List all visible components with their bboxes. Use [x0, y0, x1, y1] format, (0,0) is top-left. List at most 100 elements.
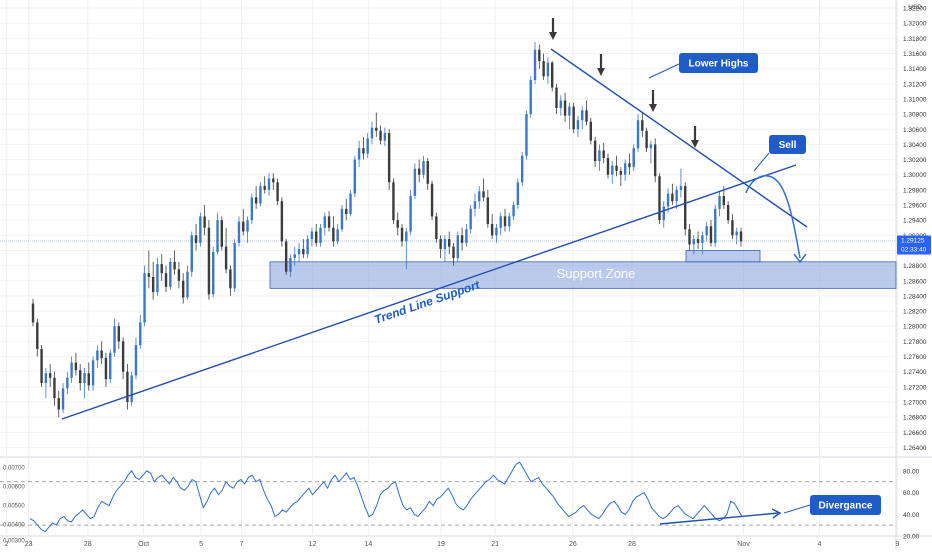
- candle-body: [529, 80, 532, 115]
- down-arrow-head: [649, 104, 657, 112]
- osc-right-tick: 40.00: [903, 512, 920, 519]
- candle-body: [379, 130, 382, 141]
- candle-body: [456, 235, 459, 259]
- y-tick-label: 1.30600: [903, 127, 927, 134]
- candle-body: [173, 261, 176, 270]
- candle-body: [53, 377, 56, 399]
- candle-body: [310, 231, 314, 240]
- osc-left-tick: 0.00700: [3, 466, 25, 472]
- candle-body: [61, 388, 65, 410]
- candle-body: [606, 158, 610, 175]
- candle-body: [212, 251, 215, 295]
- candle-body: [302, 248, 305, 255]
- candle-body: [589, 121, 593, 141]
- candle-body: [581, 110, 584, 121]
- candle-body: [323, 216, 326, 228]
- osc-left-tick: 0.00400: [3, 523, 25, 529]
- candle-body: [44, 373, 48, 384]
- candle-body: [237, 221, 241, 243]
- candle-body: [692, 239, 695, 245]
- divergence-box: [810, 495, 881, 515]
- y-tick-label: 1.28800: [903, 263, 927, 270]
- candle-body: [139, 322, 142, 346]
- candle-body: [405, 231, 408, 242]
- y-tick-label: 1.29400: [903, 218, 927, 225]
- candle-body: [164, 273, 168, 287]
- candle-body: [512, 205, 515, 217]
- candle-body: [74, 362, 78, 371]
- candle-body: [375, 127, 378, 131]
- candle-body: [439, 239, 442, 249]
- candle-body: [533, 49, 537, 81]
- osc-series-line: [29, 461, 743, 533]
- candle-body: [169, 261, 172, 287]
- candle-body: [216, 220, 219, 252]
- candle-body: [422, 161, 425, 175]
- candle-body: [113, 326, 116, 353]
- candle-body: [272, 178, 275, 183]
- candle-body: [696, 239, 700, 243]
- candle-body: [636, 120, 640, 149]
- down-arrow-head: [597, 68, 605, 76]
- candle-body: [370, 127, 374, 139]
- y-tick-label: 1.28600: [903, 278, 927, 285]
- candle-body: [229, 269, 232, 289]
- candle-body: [100, 350, 103, 359]
- y-tick-label: 1.28400: [903, 293, 927, 300]
- candle-body: [546, 62, 550, 77]
- candle-body: [156, 264, 159, 293]
- y-tick-label: 1.26400: [903, 445, 927, 452]
- candle-body: [688, 229, 691, 245]
- candle-body: [649, 144, 653, 149]
- candle-body: [353, 159, 357, 194]
- x-tick-label: 7: [240, 541, 244, 548]
- candle-body: [151, 276, 155, 293]
- candle-body: [267, 178, 271, 190]
- candle-body: [400, 227, 404, 242]
- candle-body: [503, 216, 507, 227]
- y-tick-label: 1.30200: [903, 157, 927, 164]
- candle-body: [126, 371, 129, 402]
- candle-body: [147, 273, 151, 277]
- y-tick-label: 1.31400: [903, 66, 927, 73]
- zones-layer: [269, 250, 897, 289]
- y-tick-label: 1.27400: [903, 369, 927, 376]
- candle-body: [392, 182, 395, 221]
- candle-body: [36, 322, 39, 349]
- down-arrow-head: [549, 32, 557, 40]
- candle-body: [576, 120, 580, 130]
- x-tick-label: 2: [5, 541, 9, 548]
- candle-body: [194, 235, 198, 243]
- y-tick-label: 1.26600: [903, 430, 927, 437]
- x-tick-label: 28: [84, 541, 92, 548]
- candle-body: [619, 170, 623, 175]
- candle-body: [160, 264, 163, 274]
- candle-body: [705, 226, 708, 236]
- divergence-line: [659, 512, 779, 525]
- x-tick-label: Oct: [138, 541, 149, 548]
- candle-body: [615, 165, 618, 171]
- candle-body: [417, 168, 421, 175]
- candle-body: [349, 193, 352, 215]
- divergence-pointer: [783, 504, 811, 514]
- current-zone: [685, 250, 761, 263]
- candle-body: [181, 280, 185, 298]
- y-tick-label: 1.30000: [903, 172, 927, 179]
- y-tick-label: 1.29800: [903, 187, 927, 194]
- candle-body: [430, 183, 434, 217]
- divergence-arrow: [771, 508, 782, 519]
- candle-body: [499, 216, 502, 228]
- candle-body: [134, 345, 138, 376]
- y-tick-label: 1.31600: [903, 51, 927, 58]
- candle-body: [91, 360, 95, 386]
- candle-body: [340, 208, 344, 230]
- y-tick-label: 1.27800: [903, 339, 927, 346]
- candle-body: [297, 248, 301, 255]
- candle-body: [40, 348, 43, 384]
- candle-body: [246, 220, 249, 232]
- candle-body: [203, 216, 206, 228]
- x-tick-label: 26: [569, 541, 577, 548]
- candle-body: [632, 148, 635, 168]
